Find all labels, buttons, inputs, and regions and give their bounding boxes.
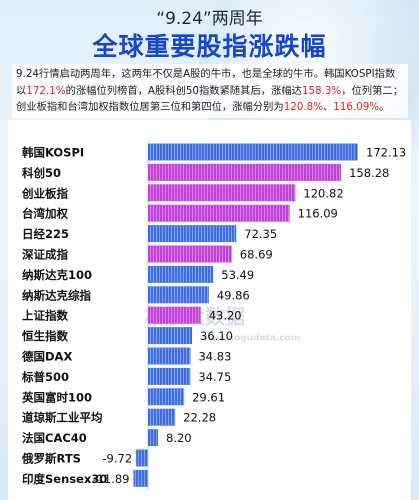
value-label: 120.82: [303, 186, 343, 200]
highlight-text: 120.8%: [283, 101, 323, 113]
value-label: 29.61: [192, 390, 225, 404]
description-text: ，位列第二；创业板指和台湾加权指数位居第三位和第四位，涨幅分别为: [16, 84, 403, 114]
value-label: 68.69: [240, 248, 273, 262]
chart-subtitle: “9.24”两周年: [156, 9, 263, 29]
value-label: 8.20: [166, 431, 192, 445]
bar-texture: [148, 327, 193, 345]
category-label: 道琼斯工业平均: [22, 411, 103, 425]
value-label: 34.83: [198, 350, 231, 364]
category-label: 台湾加权: [22, 207, 68, 221]
value-label: 72.35: [244, 227, 277, 241]
bar-texture: [148, 429, 159, 447]
bar-texture: [133, 469, 148, 487]
value-label: 34.75: [198, 370, 231, 384]
category-label: 日经225: [22, 227, 69, 241]
bar-texture: [148, 388, 185, 406]
description-text: 9.24行情启动两周年，这两年不仅是A股的牛市，也是全球的牛市。韩国KOSPI指…: [16, 68, 396, 97]
category-label: 俄罗斯RTS: [21, 452, 81, 466]
bar-texture: [148, 286, 209, 304]
bar-texture: [148, 163, 342, 181]
bar-texture: [148, 306, 201, 324]
category-label: 恒生指数: [22, 329, 68, 343]
value-label: -11.89: [92, 472, 129, 486]
category-label: 创业板指: [21, 186, 68, 200]
highlight-text: 172.1%: [26, 84, 66, 97]
value-label: 53.49: [221, 268, 254, 282]
value-label: 116.09: [298, 207, 338, 221]
highlight-text: 116.09%: [333, 101, 380, 113]
bar-texture: [148, 347, 191, 365]
value-label: 49.86: [217, 288, 250, 302]
description-text: 。: [379, 101, 390, 113]
bar-texture: [148, 408, 176, 426]
category-label: 英国富时100: [21, 390, 92, 404]
value-label: 36.10: [200, 329, 233, 343]
category-label: 科创50: [22, 166, 61, 180]
category-label: 深证成指: [22, 248, 68, 262]
category-label: 法国CAC40: [22, 431, 87, 445]
category-label: 纳斯达克100: [22, 268, 92, 282]
category-label: 德国DAX: [21, 350, 72, 364]
bar-texture: [148, 204, 290, 222]
description-text: 、: [322, 101, 334, 113]
bar-texture: [148, 245, 232, 263]
category-label: 上证指数: [22, 309, 68, 323]
category-label: 韩国KOSPI: [22, 146, 84, 160]
value-label: 172.13: [366, 146, 406, 160]
bar-texture: [136, 449, 148, 467]
chart-title: 全球重要股指涨跌幅: [92, 32, 327, 61]
bar-texture: [148, 367, 191, 385]
bar-texture: [148, 184, 296, 202]
description-text: 的涨幅位列榜首，A股科创50指数紧随其后，涨幅达: [65, 84, 302, 97]
value-label: -9.72: [102, 452, 132, 466]
chart-panel: [8, 120, 411, 500]
watermark-url: www.gogudata.com: [200, 334, 300, 344]
bar-texture: [148, 225, 237, 243]
category-label: 印度Sensex30: [22, 472, 107, 486]
bar-texture: [148, 265, 214, 283]
bar-texture: [148, 143, 358, 161]
value-label: 22.28: [183, 411, 216, 425]
category-label: 标普500: [21, 370, 69, 384]
description: 9.24行情启动两周年，这两年不仅是A股的牛市，也是全球的牛市。韩国KOSPI指…: [12, 64, 408, 118]
value-label: 43.20: [209, 309, 242, 323]
highlight-text: 158.3%: [301, 84, 342, 97]
category-label: 纳斯达克综指: [22, 288, 91, 302]
value-label: 158.28: [349, 166, 389, 180]
